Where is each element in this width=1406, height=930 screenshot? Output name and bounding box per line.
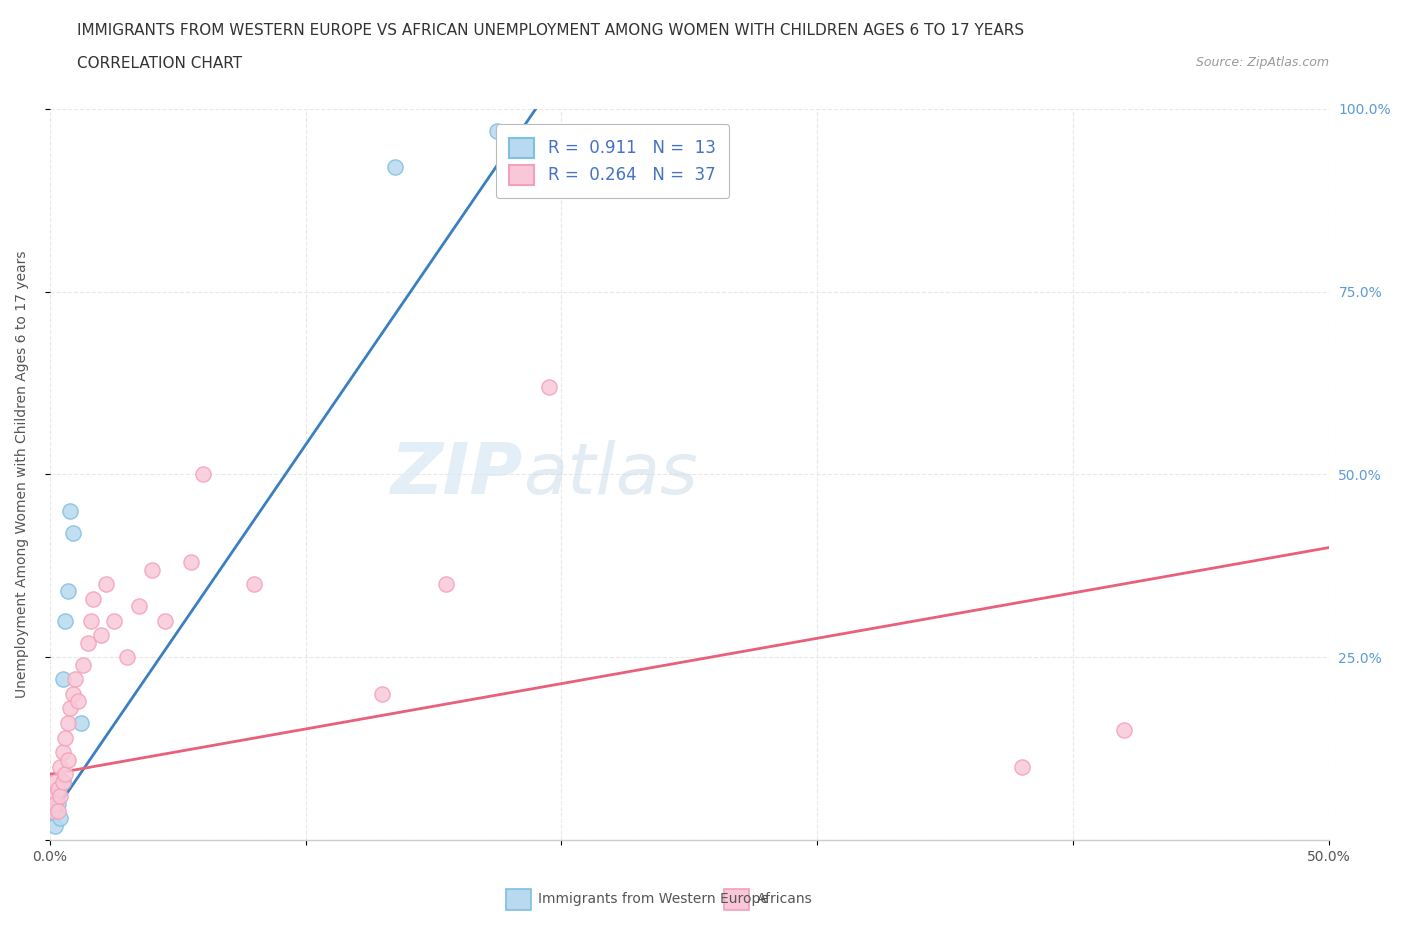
Point <box>44 796 66 811</box>
Point <box>69 716 91 731</box>
Point <box>1112 723 1135 737</box>
Point <box>59 701 82 716</box>
Point <box>49 789 72 804</box>
Point <box>53 767 76 782</box>
Point <box>52 671 75 686</box>
Point <box>537 379 560 394</box>
Point <box>128 599 150 614</box>
Point <box>103 613 125 628</box>
Point <box>62 686 84 701</box>
Point <box>1011 760 1033 775</box>
Text: Africans: Africans <box>756 892 813 907</box>
Point <box>41 804 63 818</box>
Point <box>44 818 66 833</box>
Text: CORRELATION CHART: CORRELATION CHART <box>77 56 242 71</box>
Point <box>82 591 104 606</box>
Point <box>46 781 69 796</box>
Legend: R =  0.911   N =  13, R =  0.264   N =  37: R = 0.911 N = 13, R = 0.264 N = 37 <box>496 125 728 198</box>
Text: atlas: atlas <box>523 440 697 509</box>
Point <box>59 504 82 519</box>
Point <box>56 716 79 731</box>
Point <box>115 650 138 665</box>
Text: Immigrants from Western Europe: Immigrants from Western Europe <box>538 892 769 907</box>
Point <box>41 789 63 804</box>
Point <box>65 671 87 686</box>
Point <box>486 124 509 139</box>
Point <box>46 804 69 818</box>
Point <box>46 796 69 811</box>
Point <box>52 745 75 760</box>
Point <box>434 577 457 591</box>
Point <box>80 613 103 628</box>
Point <box>371 686 394 701</box>
Point <box>72 658 94 672</box>
Point <box>53 613 76 628</box>
Point <box>94 577 117 591</box>
Point <box>41 804 63 818</box>
Point <box>49 811 72 826</box>
Point <box>56 584 79 599</box>
Y-axis label: Unemployment Among Women with Children Ages 6 to 17 years: Unemployment Among Women with Children A… <box>15 251 30 698</box>
Point <box>153 613 176 628</box>
Point <box>90 628 112 643</box>
Point <box>179 555 201 570</box>
Point <box>44 774 66 789</box>
Point <box>52 774 75 789</box>
Text: IMMIGRANTS FROM WESTERN EUROPE VS AFRICAN UNEMPLOYMENT AMONG WOMEN WITH CHILDREN: IMMIGRANTS FROM WESTERN EUROPE VS AFRICA… <box>77 23 1025 38</box>
Point <box>193 467 215 482</box>
Point <box>49 760 72 775</box>
Point <box>53 730 76 745</box>
Text: Source: ZipAtlas.com: Source: ZipAtlas.com <box>1195 56 1329 69</box>
Text: ZIP: ZIP <box>391 440 523 509</box>
Point <box>77 635 100 650</box>
Point <box>52 774 75 789</box>
Point <box>66 694 89 709</box>
Point <box>384 160 406 175</box>
Point <box>141 562 163 577</box>
Point <box>56 752 79 767</box>
Point <box>62 525 84 540</box>
Point <box>243 577 266 591</box>
